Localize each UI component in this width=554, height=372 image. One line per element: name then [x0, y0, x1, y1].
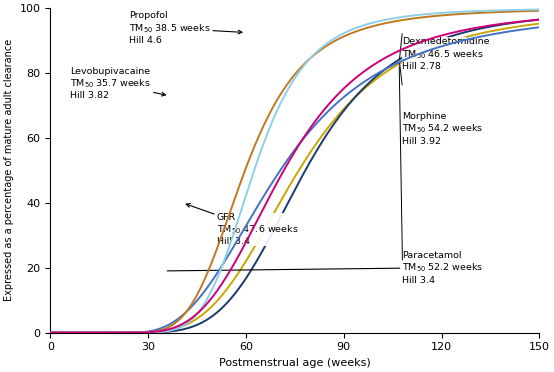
Text: Levobupivacaine
TM$_{50}$ 35.7 weeks
Hill 3.82: Levobupivacaine TM$_{50}$ 35.7 weeks Hil… — [70, 67, 166, 100]
Text: Dexmedetomidine
TM$_{50}$ 46.5 weeks
Hill 2.78: Dexmedetomidine TM$_{50}$ 46.5 weeks Hil… — [402, 37, 490, 71]
Text: Morphine
TM$_{50}$ 54.2 weeks
Hill 3.92: Morphine TM$_{50}$ 54.2 weeks Hill 3.92 — [402, 112, 484, 146]
X-axis label: Postmenstrual age (weeks): Postmenstrual age (weeks) — [219, 358, 371, 368]
Text: Propofol
TM$_{50}$ 38.5 weeks
Hill 4.6: Propofol TM$_{50}$ 38.5 weeks Hill 4.6 — [129, 12, 242, 45]
Y-axis label: Expressed as a percentage of mature adult clearance: Expressed as a percentage of mature adul… — [4, 39, 14, 301]
Text: GFR
TM$_{50}$ 47.6 weeks
Hill 3.4: GFR TM$_{50}$ 47.6 weeks Hill 3.4 — [186, 203, 298, 246]
Text: Paracetamol
TM$_{50}$ 52.2 weeks
Hill 3.4: Paracetamol TM$_{50}$ 52.2 weeks Hill 3.… — [167, 251, 484, 285]
